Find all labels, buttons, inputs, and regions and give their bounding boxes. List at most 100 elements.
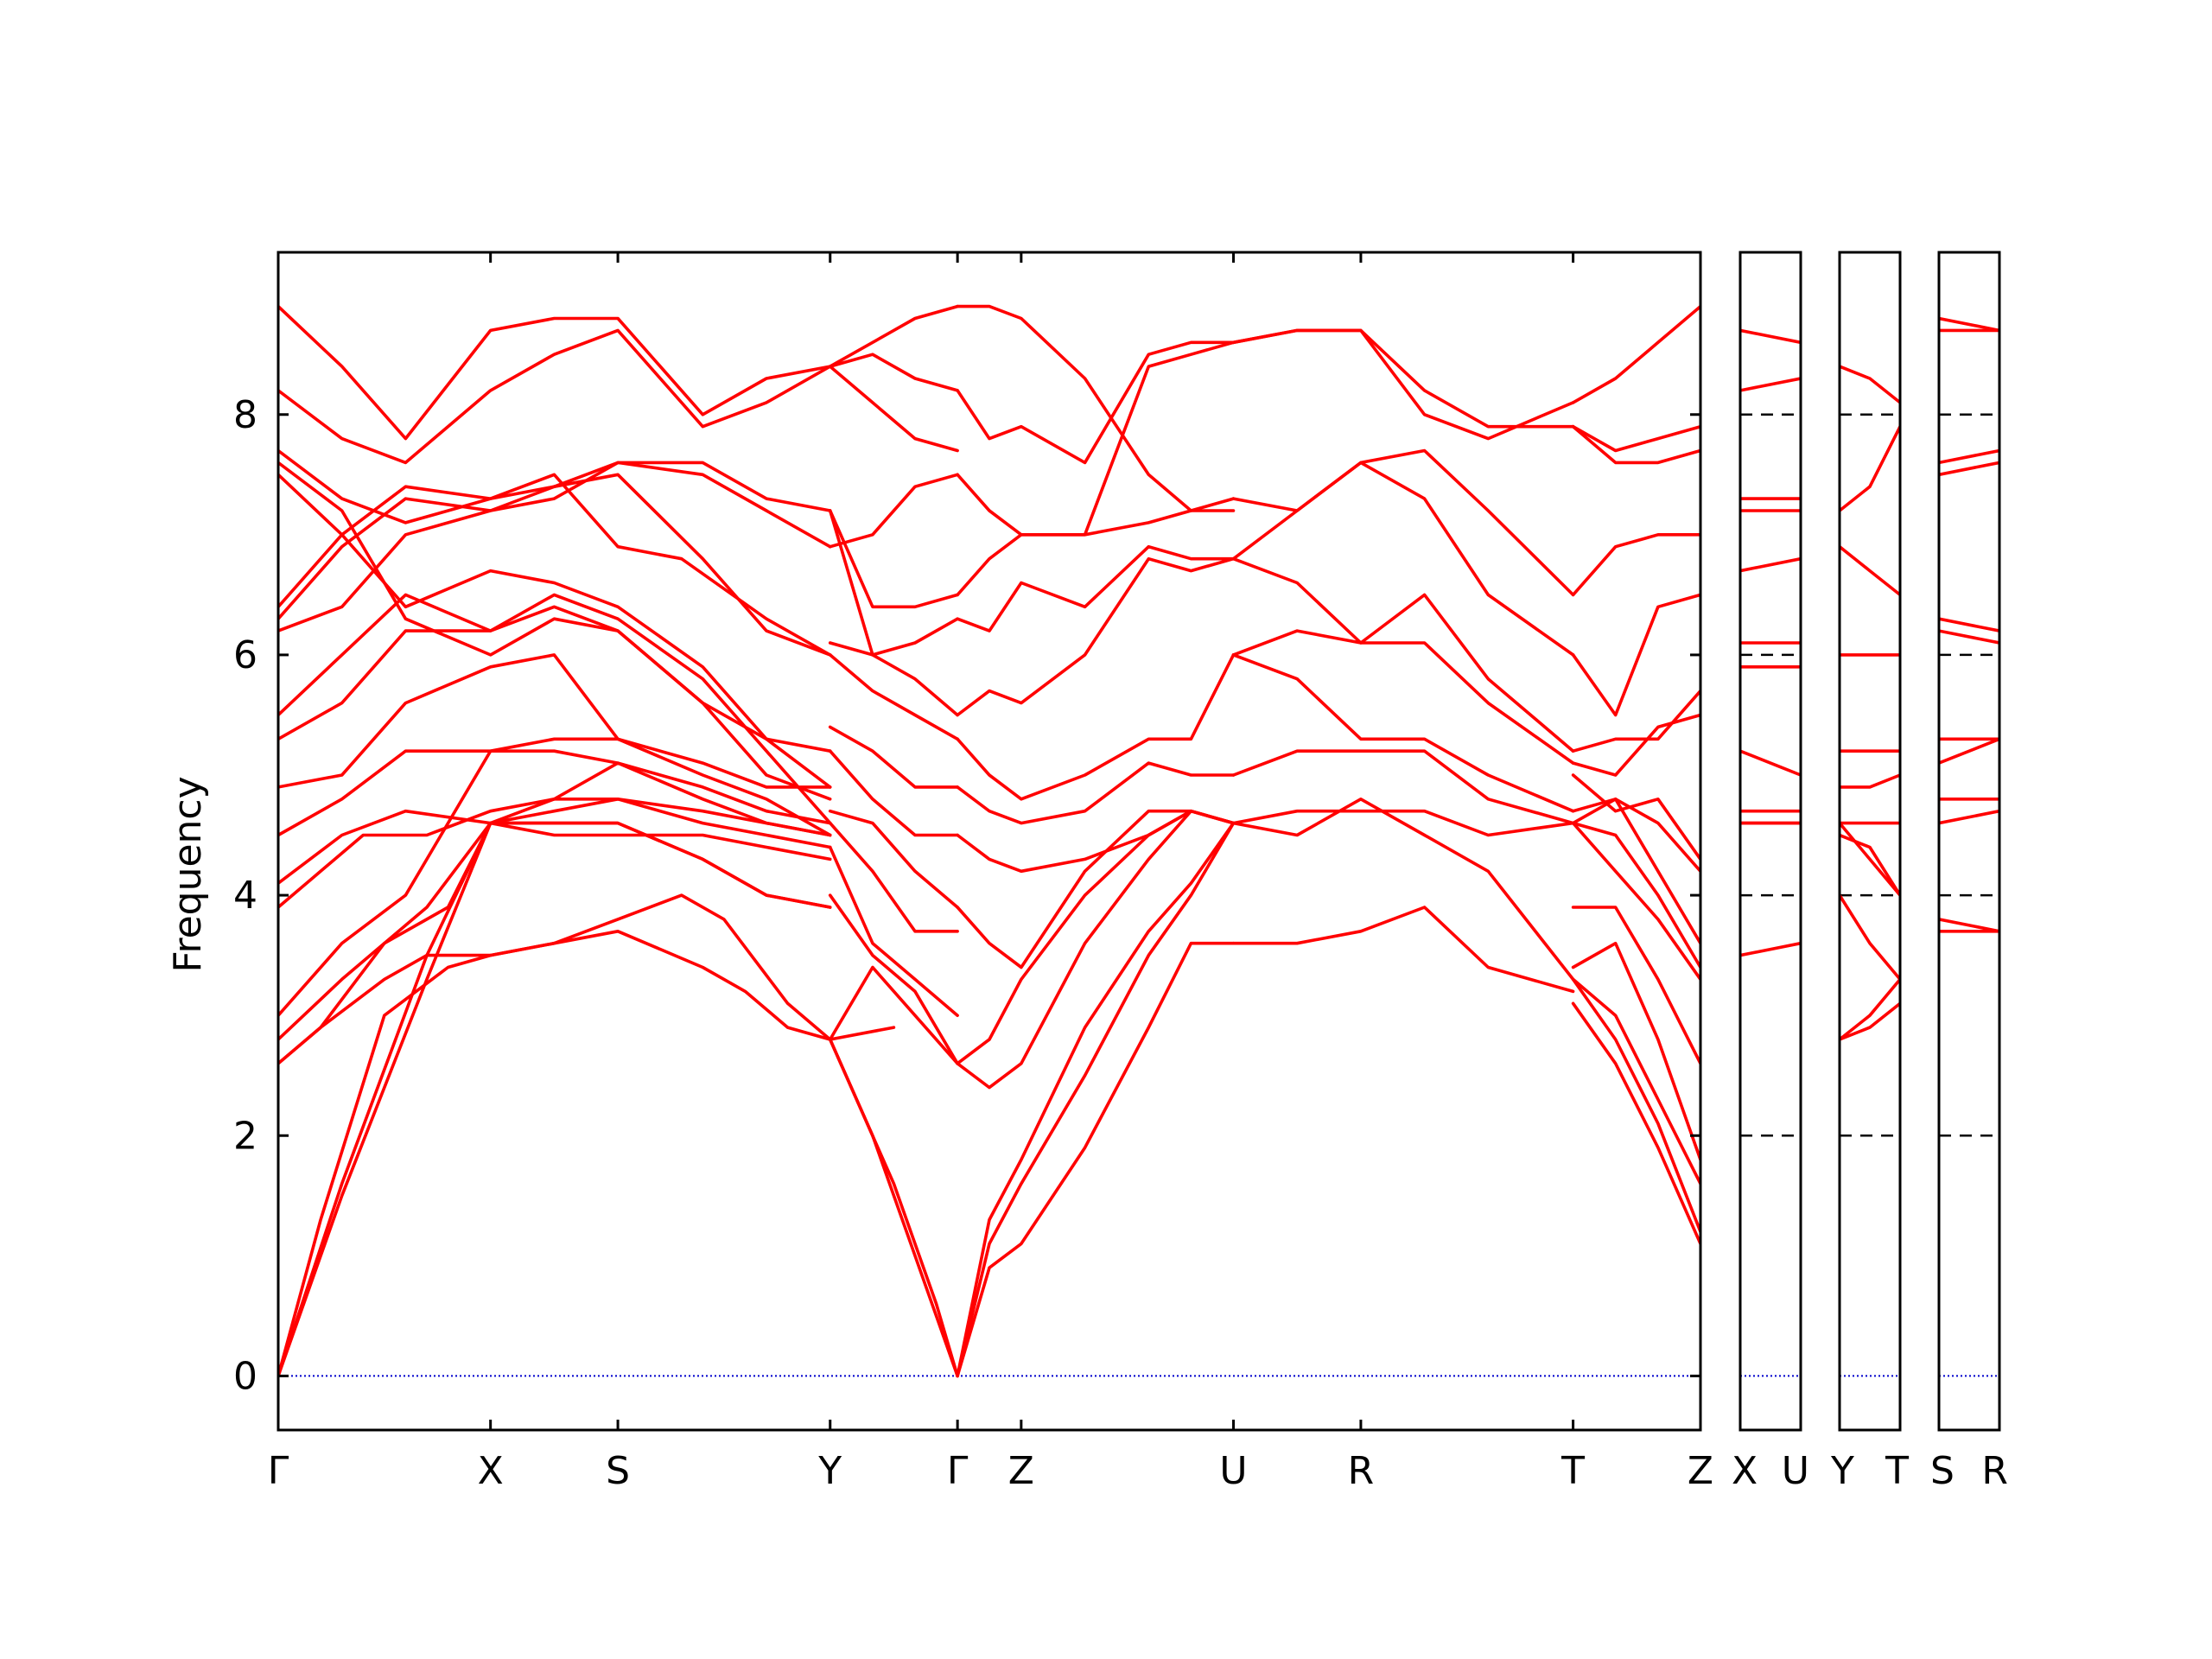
- band-line-76: [1571, 689, 1700, 753]
- band-line-26: [828, 845, 959, 1017]
- band-line-12: [1840, 365, 1900, 404]
- band-line-72: [1571, 798, 1700, 945]
- band-line-10: [1939, 448, 1999, 465]
- band-line-5: [1740, 749, 1801, 777]
- x-tick-label: T: [1885, 1449, 1909, 1493]
- band-line-63: [1231, 328, 1575, 429]
- band-line-39: [956, 941, 1236, 1378]
- band-line-8: [1740, 556, 1801, 573]
- band-line-35: [828, 473, 959, 549]
- band-line-29: [828, 749, 959, 837]
- band-line-4: [1840, 833, 1900, 897]
- x-tick-label: Z: [1688, 1449, 1713, 1493]
- band-line-54: [1231, 906, 1575, 994]
- band-line-4: [278, 893, 832, 1065]
- band-line-5: [1840, 821, 1900, 897]
- band-line-25: [828, 893, 959, 1065]
- band-line-15: [278, 473, 832, 657]
- band-line-75: [1571, 713, 1700, 777]
- band-line-74: [1571, 773, 1700, 861]
- band-line-28: [828, 809, 959, 909]
- band-line-71: [1571, 821, 1700, 969]
- band-line-57: [1231, 749, 1575, 825]
- band-line-8: [1939, 617, 1999, 632]
- band-line-14: [278, 461, 832, 632]
- x-tick-label: S: [1930, 1449, 1955, 1493]
- band-line-62: [1231, 448, 1575, 597]
- y-axis-label: Frequency: [166, 776, 210, 972]
- band-line-22: [828, 1026, 959, 1378]
- band-line-32: [828, 641, 959, 717]
- band-line-1: [1840, 1001, 1900, 1041]
- bands: [1939, 316, 1999, 933]
- band-line-47: [956, 653, 1236, 801]
- band-line-79: [1571, 424, 1700, 465]
- band-line-11: [1740, 377, 1801, 392]
- band-line-64: [1231, 328, 1575, 441]
- band-line-38: [828, 304, 959, 368]
- band-line-69: [1571, 906, 1700, 1065]
- band-line-33: [828, 509, 959, 657]
- x-tick-label: Z: [1008, 1449, 1034, 1493]
- band-line-52: [956, 340, 1236, 465]
- band-line-5: [1939, 737, 1999, 765]
- band-line-50: [956, 497, 1236, 597]
- x-tick-label: X: [478, 1449, 504, 1493]
- band-line-45: [956, 809, 1236, 874]
- band-line-58: [1231, 653, 1575, 813]
- band-line-59: [1231, 629, 1575, 765]
- band-line-43: [956, 809, 1236, 1065]
- band-line-34: [828, 509, 959, 609]
- band-line-78: [1571, 533, 1700, 597]
- y-tick-label: 8: [233, 393, 257, 437]
- band-line-1: [278, 798, 832, 1378]
- band-line-70: [1571, 821, 1700, 982]
- band-line-73: [1571, 798, 1700, 874]
- band-line-10: [278, 737, 832, 837]
- x-tick-label: U: [1782, 1449, 1809, 1493]
- band-line-27: [828, 821, 959, 933]
- band-line-11: [278, 653, 832, 837]
- band-line-53: [956, 304, 1236, 512]
- band-line-36: [828, 365, 959, 453]
- band-line-31: [828, 653, 959, 741]
- band-line-81: [1571, 304, 1700, 404]
- band-line-41: [956, 821, 1236, 1378]
- band-line-55: [1231, 798, 1575, 982]
- band-line-40: [956, 821, 1236, 1378]
- x-tick-label: X: [1732, 1449, 1758, 1493]
- panel-frame: [276, 251, 1702, 1432]
- bands: [278, 304, 1700, 1378]
- band-line-5: [278, 821, 832, 1065]
- band-line-61: [1231, 461, 1575, 657]
- x-tick-label: Γ: [268, 1449, 289, 1493]
- band-line-6: [278, 821, 832, 1041]
- x-tick-label: R: [1348, 1449, 1375, 1493]
- panel-frame: [1738, 251, 1802, 1432]
- panel-frame: [1838, 251, 1902, 1432]
- band-line-30: [828, 725, 959, 789]
- band-line-67: [1571, 977, 1700, 1185]
- bands: [1740, 328, 1801, 957]
- band-line-9: [278, 761, 832, 885]
- band-line-3: [1840, 893, 1900, 982]
- band-line-7: [1840, 773, 1900, 789]
- band-line-13: [278, 593, 832, 825]
- band-line-18: [278, 461, 832, 801]
- band-line-46: [956, 761, 1236, 825]
- band-line-9: [1939, 461, 1999, 477]
- band-line-2: [1840, 977, 1900, 1041]
- x-tick-label: Y: [1830, 1449, 1854, 1493]
- band-line-1: [1740, 941, 1801, 957]
- y-tick-label: 4: [233, 874, 257, 918]
- band-line-68: [1571, 941, 1700, 1161]
- band-line-60: [1231, 556, 1575, 753]
- bands: [1840, 365, 1900, 1041]
- y-tick-label: 2: [233, 1114, 257, 1158]
- x-tick-label: T: [1560, 1449, 1585, 1493]
- band-line-8: [278, 798, 832, 909]
